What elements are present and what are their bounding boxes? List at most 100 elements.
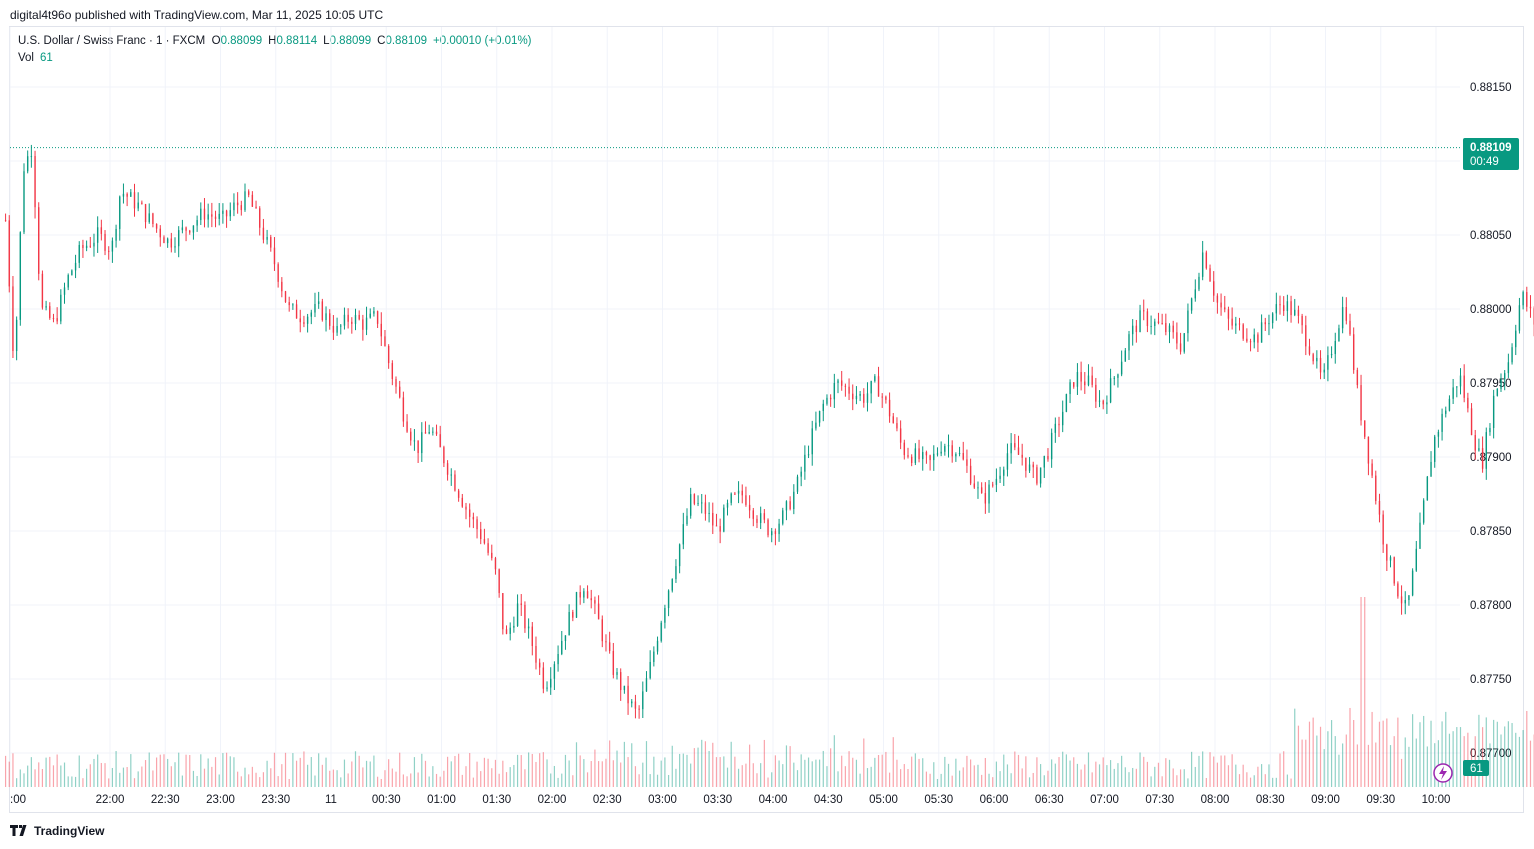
volume-bar bbox=[1434, 743, 1436, 787]
x-tick-label: 07:30 bbox=[1145, 794, 1174, 806]
volume-bar bbox=[1025, 756, 1027, 787]
volume-bar bbox=[1249, 777, 1252, 787]
volume-bar bbox=[1323, 749, 1325, 787]
candle-body bbox=[1485, 432, 1487, 469]
volume-bar bbox=[1021, 768, 1023, 787]
volume-bar bbox=[1202, 751, 1204, 787]
volume-bar bbox=[1128, 772, 1130, 787]
volume-bar bbox=[222, 753, 224, 787]
y-tick-label: 0.87700 bbox=[1470, 748, 1512, 760]
volume-bar bbox=[1327, 731, 1329, 787]
candle-body bbox=[1154, 321, 1156, 326]
volume-bar bbox=[1493, 719, 1495, 787]
volume-bar bbox=[137, 771, 139, 787]
candle-body bbox=[1452, 387, 1454, 399]
volume-bar bbox=[925, 771, 928, 787]
candle-body bbox=[1319, 357, 1322, 373]
volume-bar bbox=[1272, 777, 1274, 787]
volume-bar bbox=[866, 768, 869, 787]
volume-badge-value: 61 bbox=[1470, 763, 1483, 775]
volume-bar bbox=[590, 761, 592, 787]
volume-bar bbox=[1028, 777, 1031, 787]
volume-bar bbox=[413, 757, 416, 787]
open-value: 0.88099 bbox=[220, 35, 263, 47]
volume-bar bbox=[1275, 777, 1277, 787]
candle-body bbox=[748, 504, 751, 511]
volume-bar bbox=[192, 770, 195, 787]
volume-bar bbox=[528, 752, 530, 787]
candle-body bbox=[1316, 357, 1318, 362]
volume-bar bbox=[1279, 753, 1281, 787]
candle-body bbox=[1109, 378, 1112, 403]
volume-bar bbox=[1003, 754, 1005, 787]
candle-body bbox=[734, 493, 736, 495]
x-tick-label: 01:30 bbox=[482, 794, 511, 806]
volume-bar bbox=[656, 774, 659, 787]
volume-bar bbox=[1253, 775, 1255, 787]
x-tick-label: 01:00 bbox=[427, 794, 456, 806]
candle-body bbox=[1515, 330, 1517, 348]
volume-bar bbox=[509, 767, 511, 787]
candle-body bbox=[575, 592, 578, 618]
candle-body bbox=[222, 210, 224, 214]
volume-bar bbox=[1430, 720, 1432, 787]
volume-bar bbox=[60, 765, 62, 787]
volume-bar bbox=[1224, 755, 1226, 787]
volume-bar bbox=[461, 774, 463, 787]
candle-body bbox=[454, 474, 456, 491]
volume-bar bbox=[1227, 765, 1230, 787]
volume-bar bbox=[1135, 768, 1137, 787]
candle-body bbox=[774, 531, 777, 535]
x-tick-label: 23:30 bbox=[261, 794, 290, 806]
volume-bar bbox=[1065, 754, 1067, 787]
volume-bar bbox=[524, 769, 526, 787]
candle-body bbox=[1076, 372, 1079, 387]
volume-bar bbox=[126, 767, 128, 787]
volume-bar bbox=[730, 741, 732, 787]
candle-body bbox=[192, 225, 195, 233]
volume-bar bbox=[365, 760, 368, 787]
candle-body bbox=[494, 558, 497, 570]
candle-body bbox=[443, 447, 445, 464]
volume-bar bbox=[8, 761, 10, 787]
volume-bar bbox=[130, 754, 132, 787]
volume-bar bbox=[476, 761, 478, 787]
candle-body bbox=[1065, 394, 1068, 412]
candle-body bbox=[1327, 355, 1329, 370]
volume-bar bbox=[863, 738, 865, 787]
candle-body bbox=[480, 529, 482, 540]
candle-body bbox=[513, 625, 515, 628]
volume-bar bbox=[715, 757, 718, 787]
volume-bar bbox=[1238, 774, 1241, 787]
candle-body bbox=[999, 475, 1001, 479]
close-label: C bbox=[377, 35, 386, 47]
candle-body bbox=[303, 322, 305, 324]
volume-bar bbox=[52, 765, 55, 787]
x-tick-label: 08:00 bbox=[1201, 794, 1230, 806]
candle-body bbox=[1242, 324, 1244, 339]
volume-bar bbox=[737, 768, 740, 787]
volume-bar bbox=[1382, 720, 1384, 787]
candle-body bbox=[1146, 311, 1149, 327]
candle-body bbox=[78, 245, 80, 263]
candle-body bbox=[811, 428, 813, 455]
volume-bar bbox=[16, 778, 18, 787]
candle-body bbox=[899, 428, 902, 443]
candle-body bbox=[1400, 596, 1403, 604]
volume-bar bbox=[1522, 730, 1524, 787]
volume-bar bbox=[988, 773, 990, 787]
volume-bar bbox=[1257, 766, 1259, 787]
candle-body bbox=[947, 445, 950, 447]
volume-bar bbox=[97, 754, 99, 787]
volume-bar bbox=[1301, 739, 1303, 787]
volume-bar bbox=[1404, 737, 1406, 787]
candle-body bbox=[1503, 373, 1506, 380]
candle-body bbox=[840, 380, 843, 386]
x-tick-label: :00 bbox=[10, 794, 26, 806]
tradingview-brand[interactable]: TradingView bbox=[10, 824, 104, 838]
volume-bar bbox=[1456, 727, 1458, 787]
volume-bar bbox=[855, 759, 858, 787]
candle-body bbox=[406, 421, 408, 432]
volume-bar bbox=[178, 752, 180, 787]
volume-bar bbox=[686, 754, 688, 787]
